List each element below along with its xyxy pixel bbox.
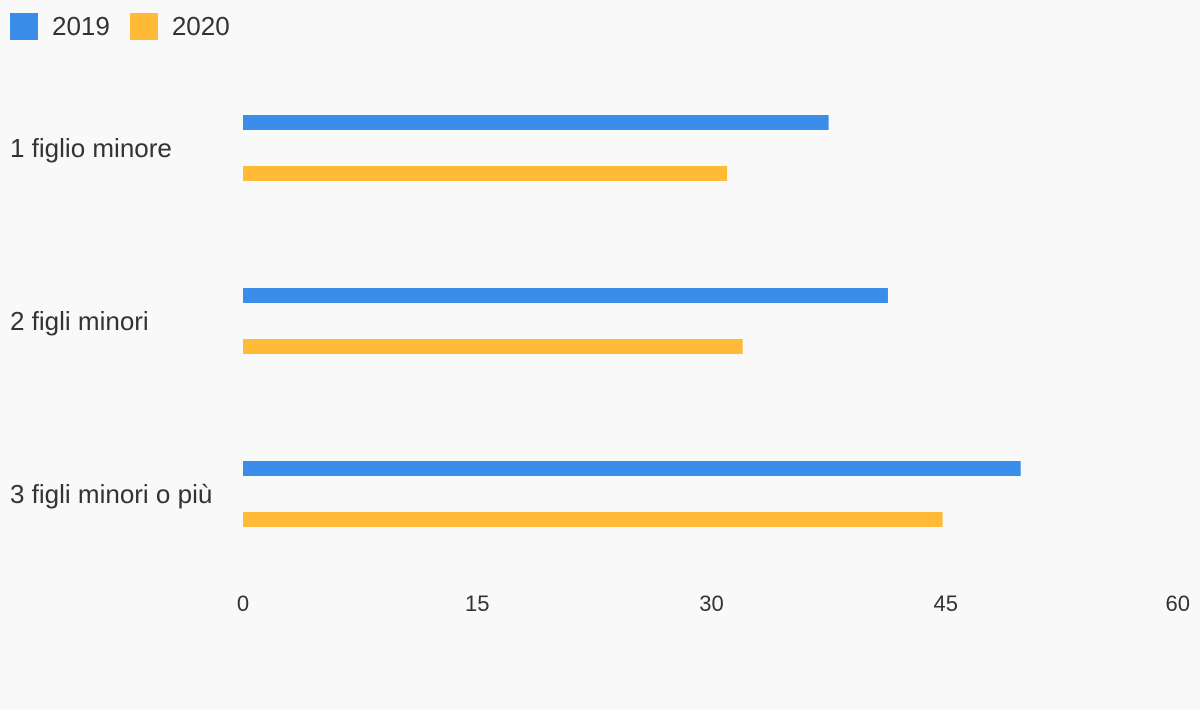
x-tick-label-45: 45 [934,591,958,616]
x-tick-label-60: 60 [1166,591,1190,616]
legend-item-2019[interactable]: 2019 [10,10,110,42]
bar-2019-2-figli-minori[interactable] [243,288,888,303]
x-tick-label-15: 15 [465,591,489,616]
bar-2020-1-figlio-minore[interactable] [243,166,728,181]
bar-2020-3-figli-minori-o-piu[interactable] [243,512,943,527]
bar-2019-1-figlio-minore[interactable] [243,115,829,130]
legend-label-2020: 2020 [171,11,230,41]
category-label-3-figli-minori-o-piu: 3 figli minori o più [10,479,212,509]
legend-label-2019: 2019 [52,11,110,41]
x-tick-label-0: 0 [237,591,249,616]
legend-item-2020[interactable]: 2020 [129,10,230,42]
chart-legend: 2019 2020 [10,10,250,42]
bar-2020-2-figli-minori[interactable] [243,339,743,354]
category-label-1-figlio-minore: 1 figlio minore [10,133,172,163]
category-label-2-figli-minori: 2 figli minori [10,306,149,336]
x-tick-label-30: 30 [699,591,723,616]
legend-swatch-2020 [129,12,158,40]
legend-swatch-2019 [10,12,38,40]
bar-2019-3-figli-minori-o-piu[interactable] [243,461,1021,476]
